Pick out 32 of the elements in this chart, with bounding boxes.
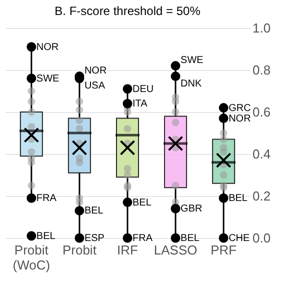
- annotation: USA: [84, 80, 106, 92]
- y-tick-label: 1.0: [252, 20, 271, 36]
- y-tick-label: 0.0: [252, 230, 271, 246]
- annotation: SWE: [36, 73, 60, 84]
- y-tick-label: 0.6: [252, 104, 271, 120]
- annotation: DNK: [180, 78, 202, 90]
- annotation: BEL: [228, 193, 248, 204]
- y-tick-label: 0.8: [252, 62, 271, 78]
- y-tick-label: 0.4: [252, 146, 271, 162]
- annotation: FRA: [36, 193, 57, 204]
- x-tick-label: PRF: [210, 242, 237, 258]
- chart-title: B. F-score threshold = 50%: [54, 4, 201, 18]
- annotation: ESP: [84, 233, 105, 244]
- annotation: CHE: [228, 233, 250, 244]
- annotation: NOR: [228, 113, 251, 124]
- annotation: NOR: [84, 65, 107, 76]
- annotation: BEL: [132, 197, 152, 208]
- annotation: GRC: [228, 102, 251, 114]
- x-tick-label: LASSO: [154, 242, 198, 258]
- x-tick-label: Probit: [62, 242, 97, 258]
- annotation: DEU: [132, 84, 154, 95]
- annotation: SWE: [180, 54, 204, 66]
- annotation: FRA: [132, 233, 153, 244]
- annotation: BEL: [84, 206, 104, 217]
- x-tick-label: IRF: [117, 242, 138, 258]
- y-tick-label: 0.2: [252, 188, 271, 204]
- annotation: BEL: [180, 233, 200, 244]
- annotation: NOR: [36, 42, 59, 53]
- annotation: GBR: [180, 204, 202, 215]
- annotation: ITA: [132, 98, 148, 110]
- x-tick-label: Probit (WoC): [12, 242, 50, 272]
- annotation: BEL: [36, 230, 56, 242]
